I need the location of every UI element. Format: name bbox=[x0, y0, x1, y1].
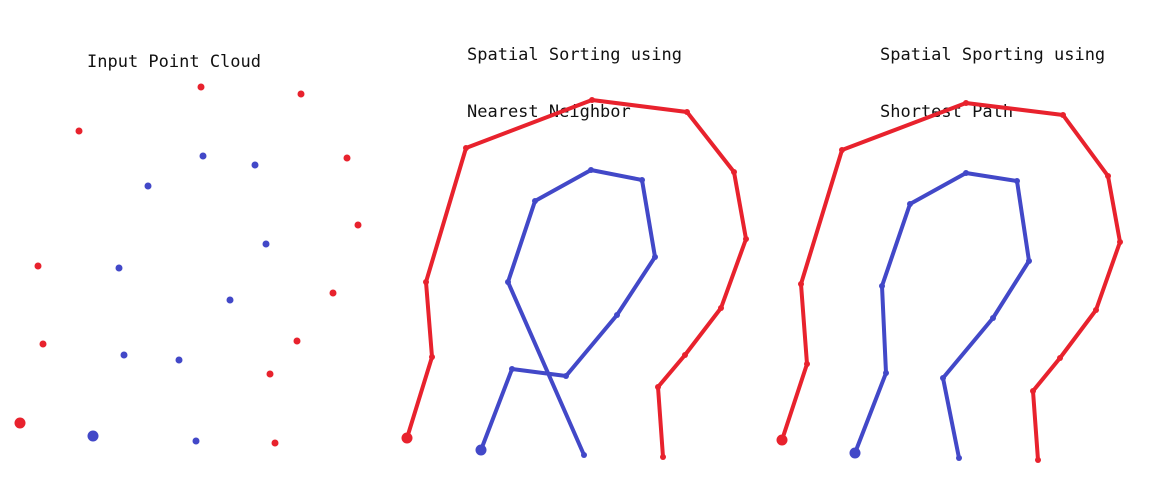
blue-shortest-path-vertex bbox=[1014, 178, 1020, 184]
red-point bbox=[197, 83, 205, 91]
red-nearest-neighbor-path-vertex bbox=[743, 236, 749, 242]
blue-shortest-path-vertex bbox=[990, 315, 996, 321]
red-shortest-path bbox=[780, 101, 1122, 462]
nearest-neighbor-panel bbox=[401, 97, 749, 460]
red-nearest-neighbor-path-vertex bbox=[401, 432, 413, 444]
blue-nearest-neighbor-path-vertex bbox=[581, 452, 587, 458]
blue-nearest-neighbor-path-vertex bbox=[652, 254, 658, 260]
shortest-path-panel bbox=[776, 100, 1123, 463]
blue-shortest-path-vertex bbox=[963, 170, 969, 176]
panel-title-input: Input Point Cloud bbox=[87, 15, 261, 91]
blue-nearest-neighbor-path-vertex bbox=[509, 366, 515, 372]
blue-shortest-path-vertex bbox=[849, 447, 861, 459]
red-point bbox=[271, 439, 279, 447]
red-nearest-neighbor-path-vertex bbox=[682, 352, 688, 358]
red-nearest-neighbor-path-vertex bbox=[655, 384, 661, 390]
red-point bbox=[329, 289, 337, 297]
blue-point bbox=[87, 430, 99, 442]
panel-title-line: Spatial Sporting using bbox=[880, 45, 1106, 65]
red-shortest-path-vertex bbox=[1030, 388, 1036, 394]
red-point bbox=[297, 90, 305, 98]
red-nearest-neighbor-path-vertex bbox=[718, 305, 724, 311]
red-point bbox=[343, 154, 351, 162]
blue-shortest-path-vertex bbox=[940, 375, 946, 381]
blue-point bbox=[120, 351, 128, 359]
red-shortest-path-vertex bbox=[776, 434, 788, 446]
red-point bbox=[34, 262, 42, 270]
blue-nearest-neighbor-path-vertex bbox=[614, 312, 620, 318]
red-nearest-neighbor-path bbox=[405, 98, 748, 459]
red-shortest-path-vertex bbox=[839, 147, 845, 153]
panel-title-line: Shortest Path bbox=[880, 102, 1014, 122]
red-shortest-path-vertex bbox=[798, 281, 804, 287]
blue-point bbox=[175, 356, 183, 364]
blue-nearest-neighbor-path-vertex bbox=[639, 177, 645, 183]
red-shortest-path-vertex bbox=[1060, 112, 1066, 118]
blue-nearest-neighbor-path-vertex bbox=[563, 373, 569, 379]
red-point bbox=[14, 417, 26, 429]
panel-title-line: Input Point Cloud bbox=[87, 52, 261, 72]
blue-nearest-neighbor-path-vertex bbox=[505, 279, 511, 285]
red-nearest-neighbor-path-vertex bbox=[684, 109, 690, 115]
blue-shortest-path-vertex bbox=[883, 370, 889, 376]
red-nearest-neighbor-path-vertex bbox=[423, 279, 429, 285]
red-shortest-path-vertex bbox=[1035, 457, 1041, 463]
red-nearest-neighbor-path-vertex bbox=[589, 97, 595, 103]
blue-point bbox=[144, 182, 152, 190]
blue-nearest-neighbor-path-vertex bbox=[588, 167, 594, 173]
panel-title-shortest-path: Spatial Sporting using Shortest Path bbox=[880, 8, 1105, 141]
red-shortest-path-vertex bbox=[1057, 355, 1063, 361]
red-point bbox=[75, 127, 83, 135]
red-point bbox=[266, 370, 274, 378]
blue-nearest-neighbor-path-vertex bbox=[475, 444, 487, 456]
red-point bbox=[293, 337, 301, 345]
red-shortest-path-vertex bbox=[963, 100, 969, 106]
blue-point bbox=[192, 437, 200, 445]
panel-title-nearest-neighbor: Spatial Sorting using Nearest Neighbor bbox=[467, 8, 682, 141]
red-nearest-neighbor-path-vertex bbox=[429, 354, 435, 360]
red-point bbox=[354, 221, 362, 229]
red-point bbox=[39, 340, 47, 348]
red-nearest-neighbor-path-vertex bbox=[660, 454, 666, 460]
blue-point bbox=[251, 161, 259, 169]
panel-title-line: Spatial Sorting using bbox=[467, 45, 682, 65]
input-point-cloud-panel bbox=[14, 83, 362, 447]
red-shortest-path-vertex bbox=[804, 361, 810, 367]
blue-shortest-path-vertex bbox=[1026, 258, 1032, 264]
blue-point bbox=[226, 296, 234, 304]
blue-shortest-path bbox=[853, 171, 1031, 460]
red-shortest-path-vertex bbox=[1093, 307, 1099, 313]
red-shortest-path-vertex bbox=[1117, 239, 1123, 245]
red-nearest-neighbor-path-vertex bbox=[731, 169, 737, 175]
red-nearest-neighbor-path-vertex bbox=[463, 145, 469, 151]
blue-shortest-path-vertex bbox=[879, 283, 885, 289]
blue-nearest-neighbor-path-vertex bbox=[532, 198, 538, 204]
red-shortest-path-vertex bbox=[1105, 173, 1111, 179]
blue-shortest-path-vertex bbox=[907, 201, 913, 207]
blue-nearest-neighbor-path bbox=[479, 168, 657, 457]
blue-point bbox=[199, 152, 207, 160]
blue-point bbox=[262, 240, 270, 248]
blue-shortest-path-vertex bbox=[956, 455, 962, 461]
blue-point bbox=[115, 264, 123, 272]
